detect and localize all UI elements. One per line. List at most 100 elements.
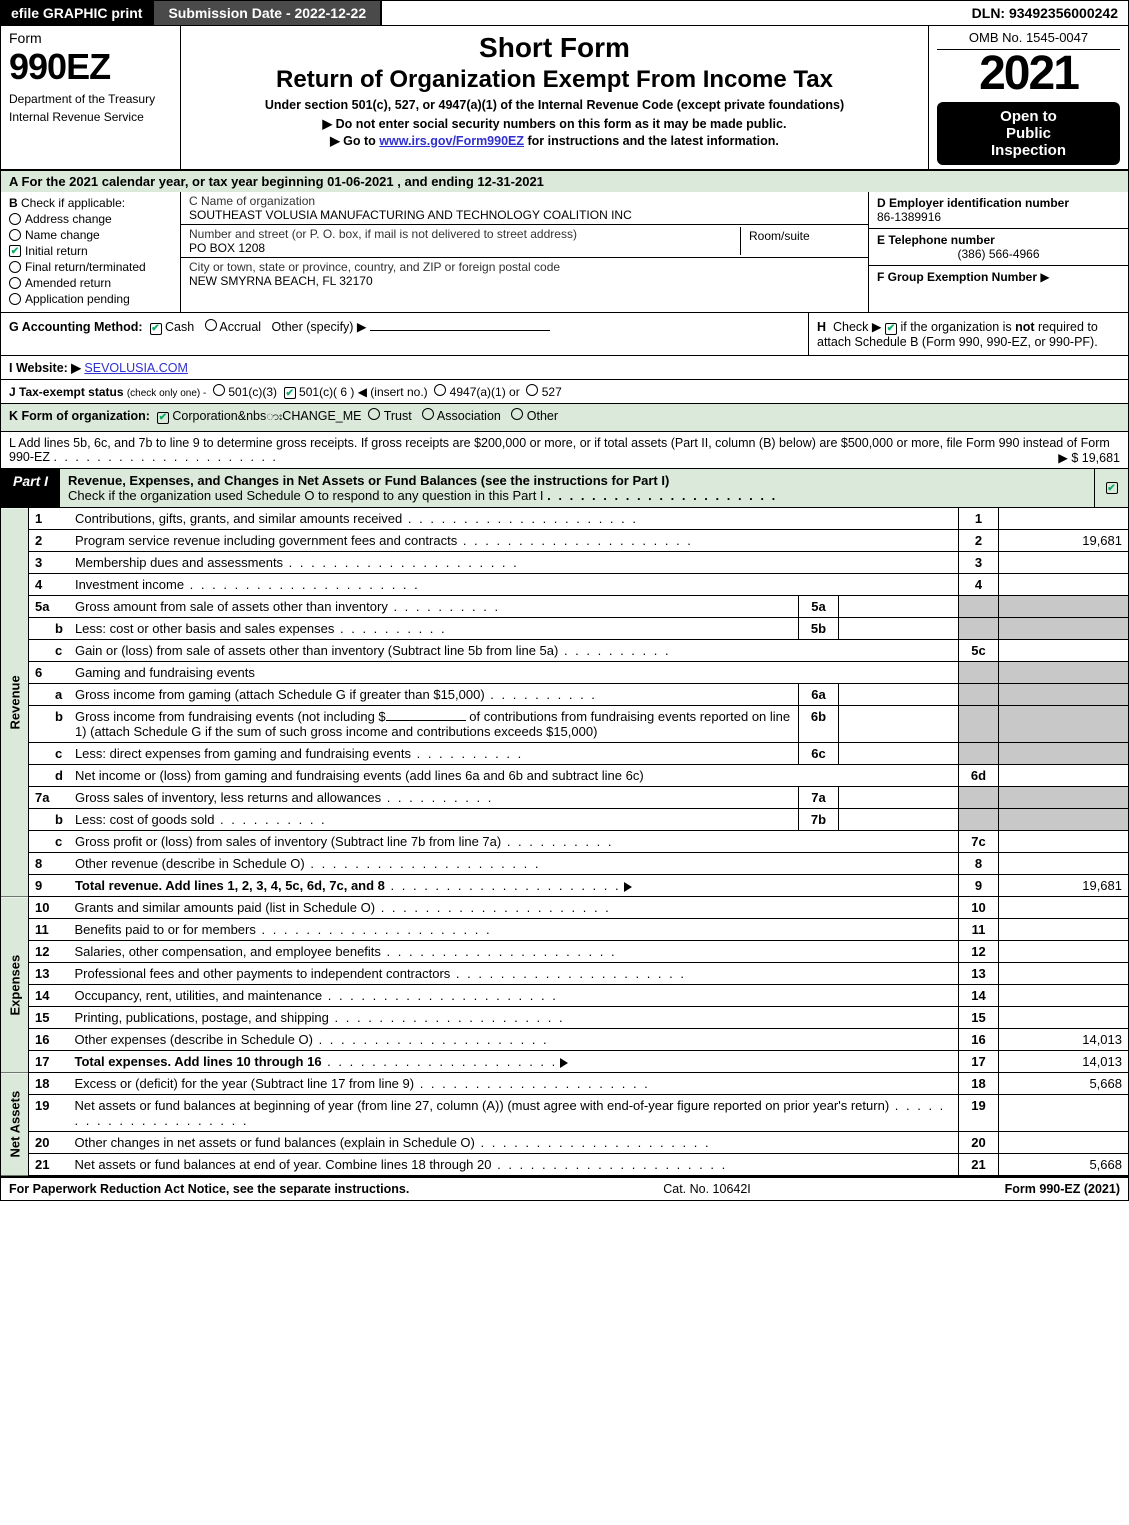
4947-checkbox[interactable] — [434, 384, 446, 396]
line-box-number: 20 — [959, 1132, 999, 1154]
org-name-label: C Name of organization — [189, 194, 860, 208]
box-b-checkbox[interactable] — [9, 213, 21, 225]
box-b-checkbox[interactable] — [9, 277, 21, 289]
box-b-label: Final return/terminated — [25, 260, 146, 274]
cash-checkbox[interactable]: ✔ — [150, 323, 162, 335]
line-description: Gain or (loss) from sale of assets other… — [69, 640, 959, 662]
line-amount — [999, 1095, 1129, 1132]
line-box-number: 14 — [959, 985, 999, 1007]
line-row: 14Occupancy, rent, utilities, and mainte… — [1, 985, 1129, 1007]
part-i-schedule-o-checkbox[interactable]: ✔ — [1094, 469, 1128, 507]
header-middle: Short Form Return of Organization Exempt… — [181, 26, 928, 169]
website-link[interactable]: SEVOLUSIA.COM — [84, 361, 188, 375]
line-row: cGross profit or (loss) from sales of in… — [1, 831, 1129, 853]
box-b-checkbox[interactable] — [9, 293, 21, 305]
line-box-number: 21 — [959, 1154, 999, 1176]
line-row: 9Total revenue. Add lines 1, 2, 3, 4, 5c… — [1, 875, 1129, 897]
line-box-number — [959, 684, 999, 706]
line-description: Total expenses. Add lines 10 through 16 — [69, 1051, 959, 1073]
line-box-number: 18 — [959, 1073, 999, 1095]
line-box-number — [959, 787, 999, 809]
line-box-number: 13 — [959, 963, 999, 985]
line-description: Other revenue (describe in Schedule O) — [69, 853, 959, 875]
corporation-checkbox[interactable]: ✔ — [157, 412, 169, 424]
line-description: Occupancy, rent, utilities, and maintena… — [69, 985, 959, 1007]
line-g: G Accounting Method: ✔ Cash Accrual Othe… — [1, 313, 808, 355]
sub-box-label: 6c — [799, 743, 839, 765]
line-amount — [999, 963, 1129, 985]
line-number: 2 — [29, 530, 69, 552]
line-description: Less: cost of goods sold — [69, 809, 799, 831]
line-row: 8Other revenue (describe in Schedule O)8 — [1, 853, 1129, 875]
527-checkbox[interactable] — [526, 384, 538, 396]
line-number: c — [29, 831, 69, 853]
other-org-checkbox[interactable] — [511, 408, 523, 420]
line-amount — [999, 831, 1129, 853]
line-description: Gross sales of inventory, less returns a… — [69, 787, 799, 809]
line-description: Program service revenue including govern… — [69, 530, 959, 552]
line-box-number: 5c — [959, 640, 999, 662]
irs-link[interactable]: www.irs.gov/Form990EZ — [379, 134, 524, 148]
line-number: 16 — [29, 1029, 69, 1051]
line-number: 15 — [29, 1007, 69, 1029]
line-row: dNet income or (loss) from gaming and fu… — [1, 765, 1129, 787]
line-box-number: 9 — [959, 875, 999, 897]
line-description: Gross income from gaming (attach Schedul… — [69, 684, 799, 706]
line-number: 8 — [29, 853, 69, 875]
return-title: Return of Organization Exempt From Incom… — [189, 66, 920, 94]
line-description: Gaming and fundraising events — [69, 662, 959, 684]
501c-checkbox[interactable]: ✔ — [284, 387, 296, 399]
box-b-checkbox[interactable] — [9, 229, 21, 241]
dept-treasury: Department of the Treasury — [9, 92, 172, 106]
trust-checkbox[interactable] — [368, 408, 380, 420]
line-amount: 19,681 — [999, 875, 1129, 897]
org-name-value: SOUTHEAST VOLUSIA MANUFACTURING AND TECH… — [189, 208, 860, 222]
line-row: 11Benefits paid to or for members11 — [1, 919, 1129, 941]
other-specify-input[interactable] — [370, 330, 550, 331]
section-side-label: Revenue — [1, 508, 29, 897]
line-box-number: 7c — [959, 831, 999, 853]
line-row: 19Net assets or fund balances at beginni… — [1, 1095, 1129, 1132]
section-side-label: Net Assets — [1, 1073, 29, 1176]
dln-label: DLN: 93492356000242 — [962, 1, 1128, 25]
line-description: Gross amount from sale of assets other t… — [69, 596, 799, 618]
box-b-label: Name change — [25, 228, 100, 242]
line-box-number: 10 — [959, 897, 999, 919]
line-number: d — [29, 765, 69, 787]
501c3-checkbox[interactable] — [213, 384, 225, 396]
ein-label: D Employer identification number — [877, 196, 1120, 210]
line-row: 4Investment income4 — [1, 574, 1129, 596]
accrual-checkbox[interactable] — [205, 319, 217, 331]
association-checkbox[interactable] — [422, 408, 434, 420]
line-amount: 5,668 — [999, 1073, 1129, 1095]
box-b-label: Application pending — [25, 292, 130, 306]
top-bar: efile GRAPHIC print Submission Date - 20… — [0, 0, 1129, 26]
line-amount — [999, 897, 1129, 919]
line-number: 12 — [29, 941, 69, 963]
line-number: 18 — [29, 1073, 69, 1095]
line-row: Expenses10Grants and similar amounts pai… — [1, 897, 1129, 919]
line-row: 21Net assets or fund balances at end of … — [1, 1154, 1129, 1176]
box-b-checkbox[interactable] — [9, 261, 21, 273]
schedule-b-checkbox[interactable]: ✔ — [885, 323, 897, 335]
line-number: c — [29, 640, 69, 662]
line-number: 9 — [29, 875, 69, 897]
box-b-checkbox[interactable]: ✔ — [9, 245, 21, 257]
efile-print-button[interactable]: efile GRAPHIC print — [1, 1, 154, 25]
submission-date-button[interactable]: Submission Date - 2022-12-22 — [154, 1, 382, 25]
line-description: Benefits paid to or for members — [69, 919, 959, 941]
expenses-table: Expenses10Grants and similar amounts pai… — [0, 897, 1129, 1073]
line-amount — [999, 596, 1129, 618]
box-b-item: ✔Initial return — [9, 244, 172, 258]
box-b-label: Amended return — [25, 276, 111, 290]
sub-box-label: 7a — [799, 787, 839, 809]
line-number: 10 — [29, 897, 69, 919]
line-number: 1 — [29, 508, 69, 530]
line-row: 2Program service revenue including gover… — [1, 530, 1129, 552]
line-number: 14 — [29, 985, 69, 1007]
line-number: a — [29, 684, 69, 706]
line-k: K Form of organization: ✔ Corporation&nb… — [0, 404, 1129, 432]
sub-box-value — [839, 618, 959, 640]
line-box-number: 6d — [959, 765, 999, 787]
line-row: Revenue1Contributions, gifts, grants, an… — [1, 508, 1129, 530]
